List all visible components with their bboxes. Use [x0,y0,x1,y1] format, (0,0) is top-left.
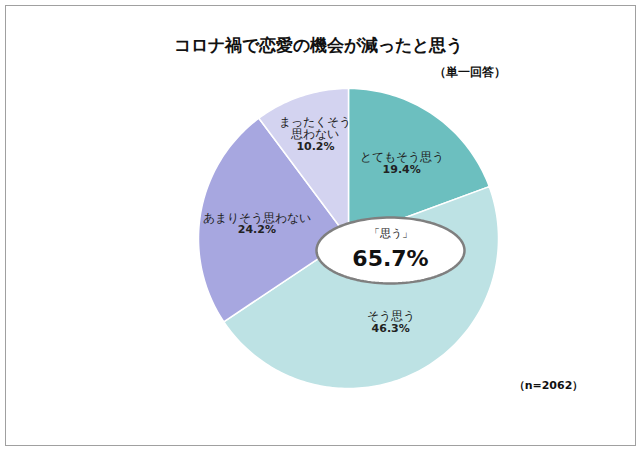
svg-text:「思う」: 「思う」 [369,227,413,240]
svg-text:まったくそう思わない: まったくそう思わない [279,115,351,141]
svg-text:とてもそう思う: とてもそう思う [359,150,444,165]
svg-text:46.3%: 46.3% [372,322,410,335]
svg-text:24.2%: 24.2% [238,223,276,236]
svg-text:19.4%: 19.4% [383,163,421,176]
svg-text:（単一回答）: （単一回答） [434,65,506,79]
svg-text:コロナ禍で恋愛の機会が減ったと思う: コロナ禍で恋愛の機会が減ったと思う [174,35,463,55]
svg-text:あまりそう思わない: あまりそう思わない [202,210,311,225]
svg-text:そう思う: そう思う [366,309,415,324]
svg-text:65.7%: 65.7% [352,246,428,271]
svg-text:10.2%: 10.2% [296,140,334,153]
svg-text:（n=2062）: （n=2062） [514,379,584,392]
